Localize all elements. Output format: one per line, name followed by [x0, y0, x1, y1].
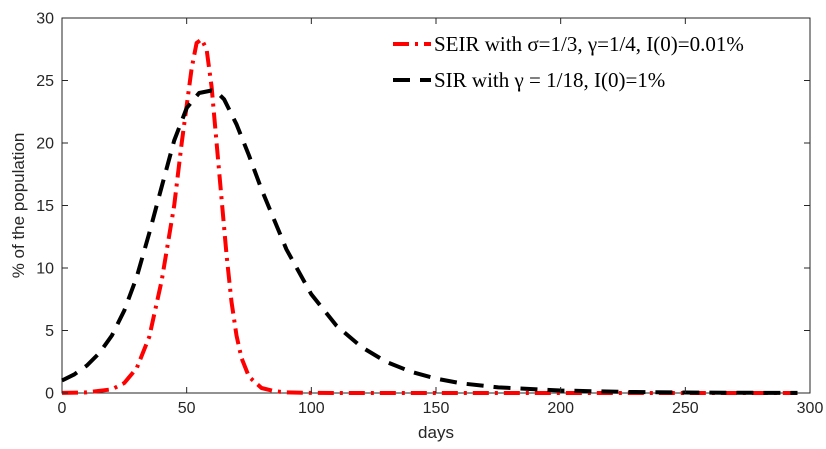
y-tick-label: 25: [36, 73, 54, 90]
y-tick-label: 10: [36, 261, 54, 278]
y-tick-label: 0: [45, 386, 54, 403]
plot-area: 0 50 100 150 200 250 300 0 5 10 15 20 25 30: [36, 11, 823, 418]
legend-label-2: SIR with γ = 1/18, I(0)=1%: [434, 68, 665, 92]
y-tick-label: 5: [45, 323, 54, 340]
legend: SEIR with σ=1/3, γ=1/4, I(0)=0.01% SIR wi…: [393, 32, 744, 92]
x-tick-label: 250: [672, 400, 699, 417]
x-tick-label: 200: [547, 400, 574, 417]
x-axis-label: days: [418, 423, 454, 442]
x-tick-label: 150: [423, 400, 450, 417]
y-tick-label: 15: [36, 198, 54, 215]
y-axis-label: % of the population: [9, 133, 28, 279]
x-tick-label: 50: [178, 400, 196, 417]
y-tick-label: 30: [36, 11, 54, 28]
axes-box: [61, 17, 811, 394]
y-tick-label: 20: [36, 136, 54, 153]
x-tick-label: 0: [58, 400, 67, 417]
x-tick-label: 100: [298, 400, 325, 417]
ticks-layer: 0 50 100 150 200 250 300 0 5 10 15 20 25 30: [36, 11, 823, 418]
legend-label-1: SEIR with σ=1/3, γ=1/4, I(0)=0.01%: [434, 32, 744, 56]
x-tick-label: 300: [797, 400, 824, 417]
